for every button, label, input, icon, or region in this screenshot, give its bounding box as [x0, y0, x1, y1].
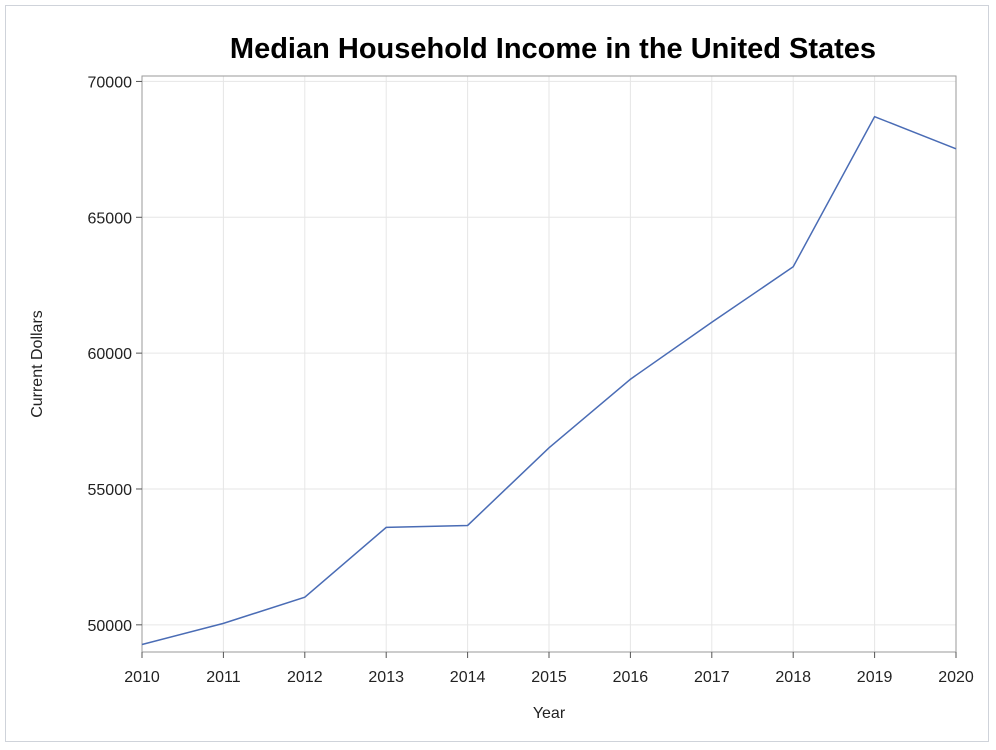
grid-layer: [141, 76, 957, 652]
x-tick-label: 2017: [694, 669, 730, 686]
x-tick-label: 2019: [857, 669, 893, 686]
x-tick-label: 2011: [206, 669, 241, 686]
x-tick-label: 2013: [368, 669, 404, 686]
x-tick-label: 2020: [938, 669, 974, 686]
y-axis-label: Current Dollars: [29, 310, 46, 418]
x-tick-label: 2010: [124, 669, 160, 686]
x-tick-label: 2016: [613, 669, 649, 686]
y-tick-label: 50000: [88, 618, 133, 635]
chart-frame: Median Household Income in the United St…: [5, 5, 989, 742]
x-axis-label: Year: [533, 705, 566, 722]
y-tick-label: 70000: [88, 74, 133, 91]
y-tick-label: 60000: [88, 346, 133, 363]
chart-title: Median Household Income in the United St…: [230, 33, 876, 65]
x-tick-label: 2018: [775, 669, 811, 686]
x-tick-label: 2012: [287, 669, 323, 686]
chart-svg: Median Household Income in the United St…: [29, 33, 974, 722]
series-layer: [141, 115, 957, 646]
x-tick-label: 2015: [531, 669, 567, 686]
y-tick-label: 55000: [88, 482, 133, 499]
ticks-layer: 2010 2011 2012 2013 2014 2015 2016 2017 2018 2019…: [88, 74, 974, 686]
y-tick-label: 65000: [88, 210, 133, 227]
x-tick-label: 2014: [450, 669, 486, 686]
